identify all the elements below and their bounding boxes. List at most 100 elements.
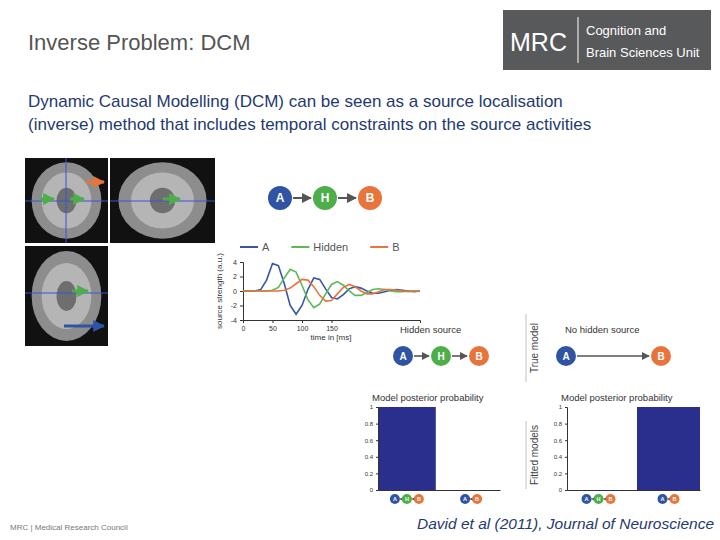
tick: 0.6 — [365, 438, 378, 444]
axis-line — [565, 408, 568, 491]
axis-line — [244, 321, 421, 324]
row-divider — [526, 314, 527, 382]
tick-mark — [565, 407, 567, 408]
tick: 4 — [233, 259, 243, 266]
tick-label: 0 — [242, 325, 246, 332]
row-label: Fitted models — [529, 425, 540, 485]
tick: 50 — [269, 320, 277, 332]
x-axis: 050100150 — [242, 320, 421, 332]
brain-image — [110, 158, 215, 243]
node-label: B — [417, 496, 421, 502]
chart-title: Model posterior probability — [372, 392, 484, 403]
node-label: A — [276, 191, 285, 205]
tick-mark — [565, 473, 567, 474]
arrow — [577, 355, 649, 357]
tick: 0.2 — [365, 471, 378, 477]
logo-text: Cognition and — [586, 23, 666, 38]
bar-chart: Model posterior probability00.20.40.60.8… — [554, 392, 701, 504]
plot-bars — [378, 407, 436, 490]
tick-mark — [376, 424, 378, 425]
node-label: H — [405, 496, 409, 502]
plot-lines — [243, 263, 420, 314]
node-label: A — [399, 351, 406, 362]
node-label: B — [366, 191, 375, 205]
node — [268, 186, 292, 210]
tick-mark — [565, 457, 567, 458]
plot-bars — [637, 407, 700, 490]
tick-label: -2 — [231, 302, 237, 309]
arrow — [70, 198, 84, 201]
model-icons: AHBAB — [390, 494, 482, 504]
node-label: A — [562, 351, 569, 362]
row-divider — [526, 421, 527, 489]
tick-label: 0.6 — [365, 438, 374, 444]
tick-label: 1 — [370, 404, 374, 410]
logo-text: MRC — [510, 28, 567, 56]
brain-image — [25, 158, 108, 243]
legend-label: B — [392, 241, 399, 253]
model-title: Hidden source — [400, 324, 461, 335]
tick-mark — [302, 320, 303, 323]
tick-mark — [240, 291, 243, 292]
arrow — [72, 290, 88, 293]
tick: 0 — [233, 288, 243, 295]
crosshair — [25, 293, 108, 294]
node — [358, 186, 382, 210]
legend-label: Hidden — [313, 241, 348, 253]
tick-label: 0.8 — [554, 421, 563, 427]
arrow — [412, 499, 413, 500]
node — [651, 346, 671, 366]
arrow — [86, 181, 104, 184]
node-label: A — [585, 496, 589, 502]
tick: 0.8 — [365, 421, 378, 427]
tick: 0.8 — [554, 421, 567, 427]
bar — [567, 490, 630, 491]
tick-mark — [332, 320, 333, 323]
brain-bg — [110, 158, 215, 243]
node-label: B — [657, 351, 664, 362]
body-text: (inverse) method that includes temporal … — [28, 115, 591, 134]
tick-label: 2 — [233, 273, 237, 280]
node-label: H — [437, 351, 444, 362]
tick-label: 0.2 — [365, 471, 374, 477]
axis-line — [568, 490, 701, 491]
bar — [442, 490, 500, 491]
tick-label: -4 — [231, 317, 237, 324]
y-axis: -4 -2 0 2 4 — [231, 259, 244, 324]
tick: 0.4 — [365, 454, 378, 460]
node — [469, 346, 489, 366]
logo-text: Brain Sciences Unit — [586, 45, 700, 60]
tick: 0 — [242, 320, 246, 332]
node — [556, 346, 576, 366]
tick-label: 100 — [297, 325, 309, 332]
arrow — [452, 355, 467, 357]
bar-chart: Model posterior probability00.20.40.60.8… — [365, 392, 501, 504]
node-label: A — [393, 496, 397, 502]
y-axis: 00.20.40.60.81 — [554, 404, 568, 493]
node — [390, 494, 400, 504]
logo-box — [503, 10, 711, 70]
tick-label: 0 — [233, 288, 237, 295]
title: Inverse Problem: DCM — [28, 30, 251, 55]
tick-label: 0.8 — [365, 421, 374, 427]
tick-mark — [376, 473, 378, 474]
brain-image — [25, 246, 108, 346]
node-label: B — [475, 351, 482, 362]
line-chart: 050100150-4-2024time in [ms]source stren… — [215, 241, 421, 342]
arrow — [592, 499, 593, 500]
diagram: AHB — [268, 186, 382, 210]
tick-mark — [565, 490, 567, 491]
node — [393, 346, 413, 366]
node — [594, 494, 604, 504]
citation: David et al (2011), Journal of Neuroscie… — [417, 515, 714, 532]
arrow — [604, 499, 605, 500]
node — [670, 494, 680, 504]
crosshair — [110, 201, 215, 202]
x-axis-title: time in [ms] — [311, 333, 352, 342]
tick: 0.4 — [554, 454, 567, 460]
logo-divider — [578, 17, 579, 63]
legend-swatch — [370, 246, 388, 248]
model-title: No hidden source — [565, 324, 639, 335]
arrow — [40, 198, 54, 201]
arrow — [338, 197, 356, 199]
